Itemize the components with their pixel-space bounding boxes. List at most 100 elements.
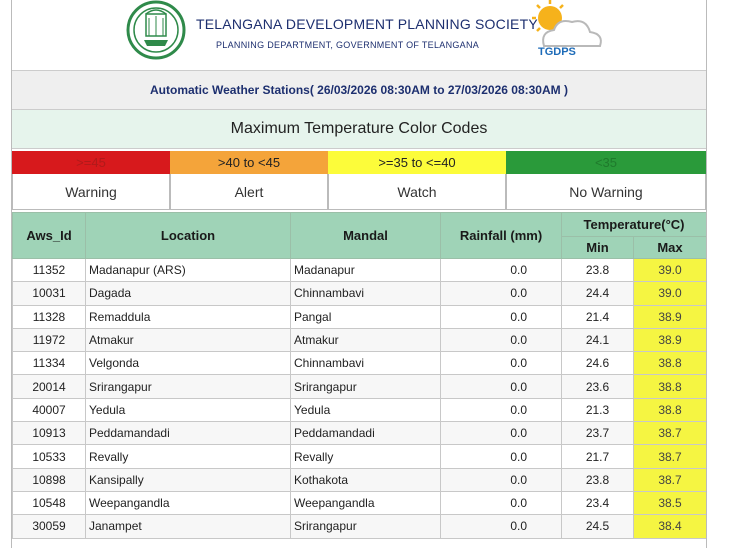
cell-location: Dagada [85,281,291,306]
cell-mandal: Chinnambavi [290,281,441,306]
cell-aws-id: 30059 [12,514,86,539]
cell-mandal: Revally [290,444,441,469]
station-period-text: Automatic Weather Stations( 26/03/2026 0… [150,83,568,97]
cell-rainfall: 0.0 [440,257,562,283]
cell-rainfall: 0.0 [440,490,562,516]
cell-location: Weepangandla [85,490,291,516]
header-rainfall: Rainfall (mm) [440,212,562,259]
cell-aws-id: 10548 [12,490,86,516]
table-body: 11352 Madanapur (ARS) Madanapur 0.0 23.8 39.0… [12,257,706,539]
range-watch: >=35 to <=40 [328,151,506,174]
cell-max: 38.8 [633,374,706,399]
cell-max: 38.8 [633,351,706,376]
cell-rainfall: 0.0 [440,397,562,423]
cell-min: 21.7 [561,444,634,469]
cell-location: Velgonda [85,351,291,376]
cell-rainfall: 0.0 [440,444,562,469]
cell-aws-id: 11328 [12,304,86,329]
table-row: 11328 Remaddula Pangal 0.0 21.4 38.9 [12,304,706,329]
label-alert: Alert [170,174,328,210]
cell-rainfall: 0.0 [440,304,562,329]
cell-rainfall: 0.0 [440,327,562,353]
cell-location: Madanapur (ARS) [85,257,291,283]
cell-aws-id: 10533 [12,444,86,469]
cell-min: 21.4 [561,304,634,329]
org-title: TELANGANA DEVELOPMENT PLANNING SOCIETY [196,16,538,32]
cell-location: Srirangapur [85,374,291,399]
color-codes-title: Maximum Temperature Color Codes [12,110,706,149]
range-no-warning: <35 [506,151,706,174]
cell-min: 21.3 [561,397,634,423]
weather-table: Aws_Id Location Mandal Rainfall (mm) Tem… [12,212,706,539]
table-row: 10548 Weepangandla Weepangandla 0.0 23.4 38.5 [12,490,706,516]
table-row: 11334 Velgonda Chinnambavi 0.0 24.6 38.8 [12,351,706,376]
cell-rainfall: 0.0 [440,467,562,492]
cell-location: Revally [85,444,291,469]
table-row: 10031 Dagada Chinnambavi 0.0 24.4 39.0 [12,281,706,306]
station-period-bar: Automatic Weather Stations( 26/03/2026 0… [12,70,706,110]
cell-location: Kansipally [85,467,291,492]
sun-cloud-logo-icon [532,0,602,47]
cell-mandal: Pangal [290,304,441,329]
cell-max: 38.9 [633,304,706,329]
org-subtitle: PLANNING DEPARTMENT, GOVERNMENT OF TELAN… [216,40,480,50]
header-location: Location [85,212,291,259]
cell-max: 39.0 [633,281,706,306]
table-row: 40007 Yedula Yedula 0.0 21.3 38.8 [12,397,706,423]
cell-max: 38.7 [633,467,706,492]
cell-min: 23.6 [561,374,634,399]
cell-min: 24.1 [561,327,634,353]
header-temperature: Temperature(°C) [561,212,706,237]
cell-max: 38.5 [633,490,706,516]
cell-location: Peddamandadi [85,421,291,446]
cell-max: 38.7 [633,421,706,446]
cell-min: 23.7 [561,421,634,446]
cell-mandal: Srirangapur [290,514,441,539]
header-max: Max [633,236,706,259]
table-row: 30059 Janampet Srirangapur 0.0 24.5 38.4 [12,514,706,539]
cell-location: Janampet [85,514,291,539]
cell-rainfall: 0.0 [440,351,562,376]
cell-mandal: Yedula [290,397,441,423]
cell-aws-id: 10913 [12,421,86,446]
cell-max: 38.7 [633,444,706,469]
label-no-warning: No Warning [506,174,706,210]
cell-location: Yedula [85,397,291,423]
cell-mandal: Atmakur [290,327,441,353]
cell-aws-id: 11352 [12,257,86,283]
range-warning: >=45 [12,151,170,174]
cell-aws-id: 40007 [12,397,86,423]
cell-max: 38.4 [633,514,706,539]
color-codes-ranges: >=45 >40 to <45 >=35 to <=40 <35 [12,151,706,174]
cell-mandal: Weepangandla [290,490,441,516]
cell-location: Atmakur [85,327,291,353]
cell-aws-id: 11334 [12,351,86,376]
header-mandal: Mandal [290,212,441,259]
cell-rainfall: 0.0 [440,514,562,539]
range-alert: >40 to <45 [170,151,328,174]
cell-location: Remaddula [85,304,291,329]
label-watch: Watch [328,174,506,210]
table-row: 11972 Atmakur Atmakur 0.0 24.1 38.9 [12,327,706,353]
cell-min: 24.6 [561,351,634,376]
cell-min: 23.8 [561,467,634,492]
table-row: 10533 Revally Revally 0.0 21.7 38.7 [12,444,706,469]
telangana-emblem-icon [126,0,186,60]
cell-mandal: Srirangapur [290,374,441,399]
table-row: 10913 Peddamandadi Peddamandadi 0.0 23.7 38.7 [12,421,706,446]
table-row: 20014 Srirangapur Srirangapur 0.0 23.6 38.8 [12,374,706,399]
cell-rainfall: 0.0 [440,421,562,446]
cell-mandal: Chinnambavi [290,351,441,376]
cell-aws-id: 11972 [12,327,86,353]
table-row: 10898 Kansipally Kothakota 0.0 23.8 38.7 [12,467,706,492]
header-min: Min [561,236,634,259]
logo-text: TGDPS [538,46,576,58]
cell-min: 24.4 [561,281,634,306]
cell-max: 38.8 [633,397,706,423]
table-row: 11352 Madanapur (ARS) Madanapur 0.0 23.8 39.0 [12,257,706,283]
cell-min: 24.5 [561,514,634,539]
page-header: TELANGANA DEVELOPMENT PLANNING SOCIETY P… [12,0,706,68]
cell-aws-id: 10031 [12,281,86,306]
cell-max: 38.9 [633,327,706,353]
color-codes-labels: Warning Alert Watch No Warning [12,174,706,210]
